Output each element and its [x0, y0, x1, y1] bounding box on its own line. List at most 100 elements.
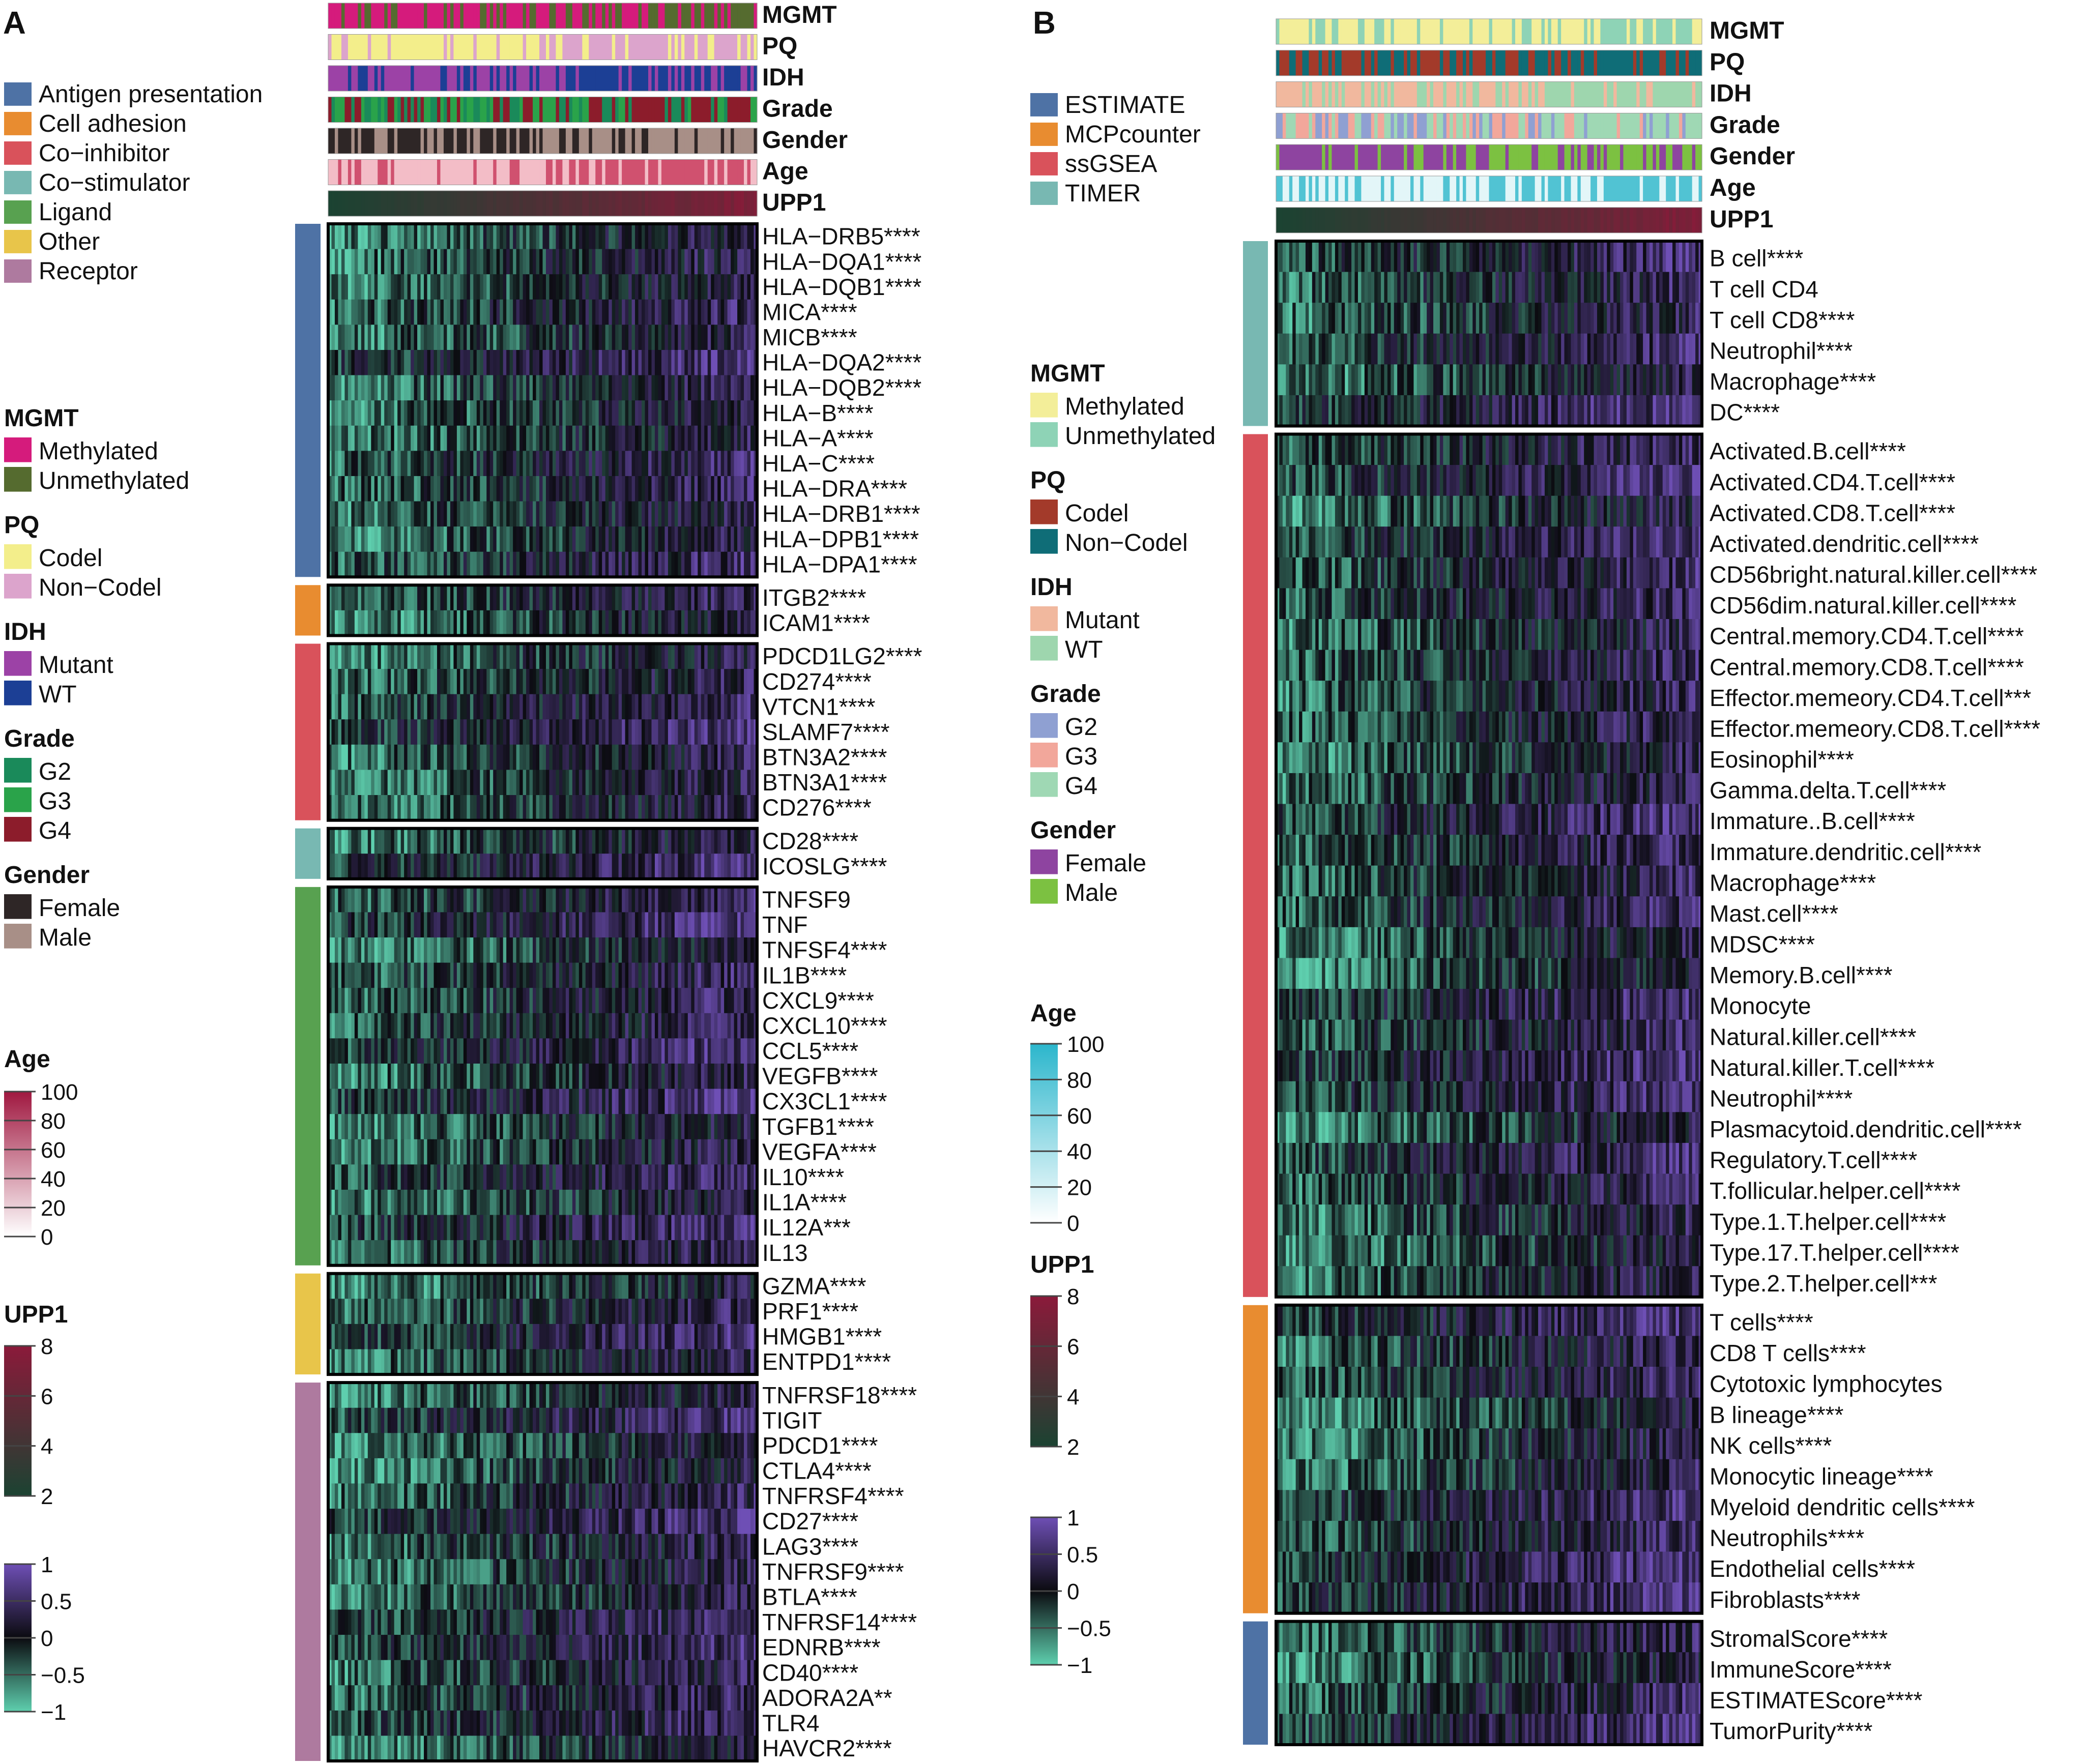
annotation-cell [609, 3, 613, 28]
heatmap-cell [684, 451, 688, 477]
annotation-cell [585, 34, 589, 60]
heatmap-cell [440, 887, 444, 913]
heatmap-cell [585, 501, 589, 527]
heatmap-cell [374, 1013, 378, 1039]
heatmap-cell [645, 325, 649, 350]
heatmap-cell [483, 744, 487, 771]
heatmap-cell [483, 887, 487, 913]
heatmap-cell [598, 325, 602, 350]
heatmap-cell [493, 962, 497, 988]
heatmap-cell [701, 719, 705, 745]
heatmap-cell [724, 854, 728, 879]
heatmap-cell [354, 719, 358, 745]
heatmap-cell [460, 988, 464, 1014]
heatmap-cell [404, 526, 408, 552]
heatmap-cell [684, 912, 688, 938]
heatmap-cell [658, 694, 662, 720]
heatmap-cell [391, 274, 395, 300]
heatmap-cell [698, 451, 702, 477]
heatmap-cell [612, 854, 616, 879]
heatmap-cell [698, 551, 702, 577]
heatmap-cell [509, 912, 513, 938]
heatmap-cell [414, 887, 418, 913]
heatmap-cell [704, 643, 708, 669]
heatmap-cell [565, 526, 569, 552]
annotation-cell [545, 34, 550, 60]
annotation-cell [717, 66, 721, 91]
heatmap-cell [400, 828, 404, 854]
heatmap-cell [394, 744, 398, 771]
heatmap-cell [378, 274, 382, 300]
annotation-cell [648, 3, 652, 28]
heatmap-cell [334, 694, 339, 720]
heatmap-cell [344, 887, 349, 913]
annotation-cell [704, 159, 708, 185]
heatmap-cell [638, 476, 642, 502]
annotation-cell [447, 97, 451, 123]
heatmap-cell [486, 744, 490, 771]
annotation-cell [404, 3, 408, 28]
heatmap-cell [592, 719, 596, 745]
heatmap-cell [404, 1013, 408, 1039]
annotation-cell [734, 97, 738, 123]
heatmap-cell [628, 887, 632, 913]
annotation-cell [506, 66, 510, 91]
heatmap-cell [661, 325, 666, 350]
heatmap-cell [384, 610, 388, 636]
heatmap-cell [463, 551, 467, 577]
heatmap-cell [740, 224, 744, 250]
annotation-cell [374, 34, 378, 60]
heatmap-cell [602, 643, 606, 669]
heatmap-cell [414, 669, 418, 695]
heatmap-cell [631, 887, 635, 913]
heatmap-cell [391, 325, 395, 350]
annotation-cell [681, 191, 685, 216]
heatmap-cell [397, 770, 401, 796]
heatmap-cell [387, 887, 391, 913]
heatmap-cell [539, 425, 543, 451]
heatmap-cell [582, 476, 586, 502]
annotation-cell [334, 66, 339, 91]
heatmap-cell [397, 451, 401, 477]
annotation-cell [754, 191, 758, 216]
heatmap-cell [628, 501, 632, 527]
annotation-cell [687, 191, 691, 216]
heatmap-cell [750, 526, 755, 552]
heatmap-cell [427, 770, 431, 796]
heatmap-cell [609, 526, 613, 552]
heatmap-cell [427, 744, 431, 771]
annotation-cell [460, 34, 464, 60]
heatmap-cell [698, 526, 702, 552]
heatmap-cell [711, 375, 715, 401]
annotation-cell [420, 66, 424, 91]
annotation-cell [476, 34, 480, 60]
heatmap-cell [582, 249, 586, 275]
heatmap-cell [338, 887, 342, 913]
heatmap-cell [549, 937, 553, 963]
heatmap-cell [460, 526, 464, 552]
heatmap-cell [658, 887, 662, 913]
heatmap-cell [414, 585, 418, 611]
annotation-cell [443, 128, 448, 154]
heatmap-cell [625, 274, 629, 300]
heatmap-cell [731, 887, 735, 913]
heatmap-cell [747, 526, 751, 552]
heatmap-cell [334, 274, 339, 300]
heatmap-cell [331, 451, 335, 477]
heatmap-cell [572, 795, 576, 821]
heatmap-cell [678, 476, 682, 502]
heatmap-cell [701, 887, 705, 913]
heatmap-cell [654, 694, 659, 720]
heatmap-cell [714, 887, 718, 913]
heatmap-cell [533, 375, 537, 401]
annotation-cell [605, 159, 609, 185]
annotation-cell [635, 66, 639, 91]
heatmap-cell [701, 400, 705, 426]
heatmap-cell [526, 795, 530, 821]
annotation-cell [414, 34, 418, 60]
heatmap-cell [467, 425, 471, 451]
heatmap-cell [328, 719, 332, 745]
heatmap-cell [437, 349, 441, 376]
heatmap-cell [374, 694, 378, 720]
